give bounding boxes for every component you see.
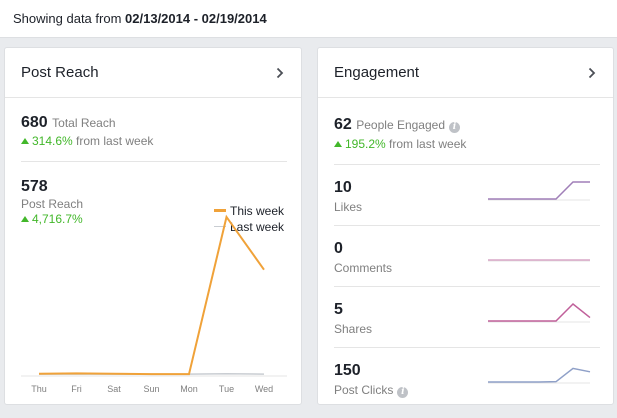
sparkline-path	[488, 367, 591, 383]
metric-value: 10	[334, 179, 352, 196]
engagement-card: Engagement 62 People Engaged i 195.2% fro…	[317, 47, 614, 405]
engagement-metric-likes: 10 Likes	[334, 179, 362, 214]
sparkline-path	[488, 181, 590, 200]
info-icon[interactable]: i	[397, 387, 409, 398]
chevron-right-icon[interactable]	[585, 66, 599, 80]
divider	[21, 161, 287, 162]
date-range-prefix: Showing data from	[13, 11, 122, 26]
total-reach-label: Total Reach	[52, 116, 116, 130]
legend-swatch	[214, 209, 226, 212]
sparkline-path	[488, 302, 591, 322]
legend-swatch	[214, 226, 226, 227]
up-arrow-icon	[334, 141, 342, 147]
x-tick-label: Sat	[107, 384, 121, 394]
divider	[334, 164, 600, 165]
date-range-bar: Showing data from 02/13/2014 - 02/19/201…	[0, 0, 617, 38]
x-tick-label: Fri	[71, 384, 82, 394]
post-reach-change: 4,716.7%	[21, 212, 83, 226]
divider	[334, 225, 600, 226]
metric-value: 5	[334, 301, 343, 318]
engagement-metric-shares: 5 Shares	[334, 301, 372, 336]
total-reach-metric: 680 Total Reach 314.6% from last week	[21, 114, 153, 148]
total-reach-value: 680	[21, 114, 48, 131]
total-reach-change: 314.6% from last week	[21, 134, 153, 148]
post-reach-title: Post Reach	[21, 64, 99, 81]
chevron-right-icon[interactable]	[273, 66, 287, 80]
series-line-this-week	[38, 214, 265, 376]
post-reach-header[interactable]: Post Reach	[5, 48, 301, 98]
x-tick-label: Thu	[31, 384, 47, 394]
sparkline-likes	[488, 181, 590, 201]
up-arrow-icon	[21, 138, 29, 144]
x-tick-label: Wed	[255, 384, 273, 394]
metric-label: Likes	[334, 200, 363, 214]
people-engaged-label: People Engaged	[356, 118, 445, 132]
date-range-value: 02/13/2014 - 02/19/2014	[125, 11, 267, 26]
people-engaged-metric: 62 People Engaged i 195.2% from last week	[334, 116, 466, 151]
engagement-metric-comments: 0 Comments	[334, 240, 392, 275]
x-tick-label: Mon	[180, 384, 198, 394]
post-reach-chart: Thu Fri Sat Sun Mon Tue Wed	[21, 214, 287, 394]
metric-value: 150	[334, 362, 361, 379]
legend-last-week: Last week	[214, 220, 284, 234]
legend-this-week: This week	[214, 204, 284, 218]
people-engaged-value: 62	[334, 116, 352, 133]
metric-value: 0	[334, 240, 343, 257]
x-tick-label: Sun	[143, 384, 159, 394]
post-reach-label: Post Reach	[21, 197, 84, 211]
engagement-metric-post-clicks: 150 Post Clicks i	[334, 362, 409, 398]
divider	[334, 286, 600, 287]
divider	[334, 347, 600, 348]
metric-label: Post Clicks i	[334, 383, 409, 398]
engagement-title: Engagement	[334, 64, 420, 81]
post-reach-card: Post Reach 680 Total Reach 314.6% from l…	[4, 47, 302, 405]
people-engaged-change: 195.2% from last week	[334, 137, 466, 151]
sparkline-comments	[488, 259, 590, 262]
metric-label: Comments	[334, 261, 393, 275]
metric-label: Shares	[334, 322, 373, 336]
sparkline-shares	[488, 302, 591, 323]
post-reach-value: 578	[21, 178, 48, 195]
x-tick-label: Tue	[219, 384, 234, 394]
post-reach-metric: 578 Post Reach 4,716.7%	[21, 178, 83, 226]
engagement-header[interactable]: Engagement	[318, 48, 613, 98]
up-arrow-icon	[21, 216, 29, 222]
sparkline-post-clicks	[488, 367, 591, 384]
info-icon[interactable]: i	[449, 122, 460, 133]
